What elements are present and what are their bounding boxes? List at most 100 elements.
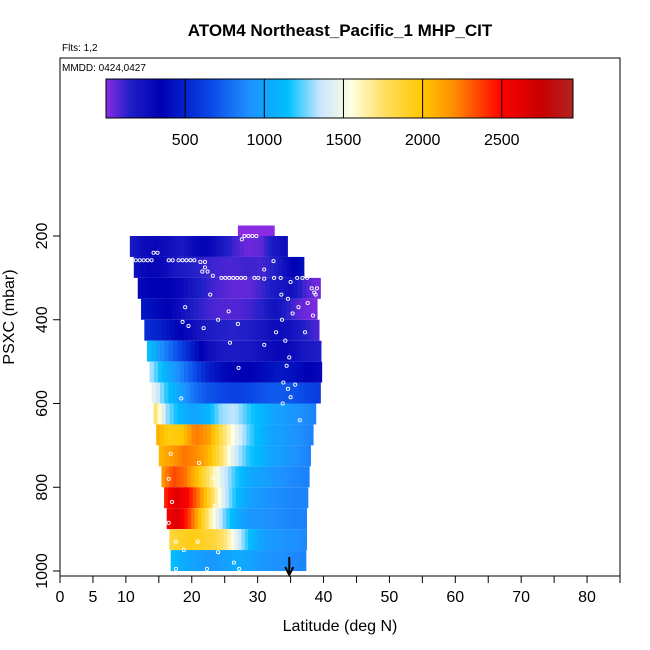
heatmap-cell	[209, 361, 215, 383]
heatmap-cell	[193, 256, 199, 278]
heatmap-cell	[167, 487, 172, 509]
heatmap-cell	[219, 382, 224, 404]
heatmap-cell	[243, 508, 248, 530]
heatmap-cell	[177, 236, 182, 257]
sample-point	[149, 258, 154, 263]
sample-point	[166, 258, 171, 263]
heatmap-cell	[197, 277, 203, 299]
heatmap-cell	[223, 382, 229, 404]
heatmap-cell	[238, 424, 244, 446]
heatmap-cell	[164, 340, 170, 362]
heatmap-cell	[283, 277, 289, 299]
heatmap-cell	[272, 466, 277, 488]
heatmap-cell	[220, 466, 225, 488]
heatmap-cell	[307, 403, 313, 425]
heatmap-cell	[240, 382, 245, 404]
plot-frame	[59, 57, 621, 577]
heatmap-cell	[259, 298, 265, 320]
heatmap-cell	[215, 277, 221, 299]
heatmap-cell	[173, 403, 179, 425]
heatmap-cell	[310, 319, 316, 341]
heatmap-cell	[239, 361, 245, 383]
heatmap-cell	[203, 424, 208, 446]
heatmap-cell	[279, 236, 284, 257]
heatmap-cell	[256, 277, 262, 299]
heatmap-cell	[240, 256, 245, 278]
heatmap-cell	[233, 298, 239, 320]
heatmap-cell	[163, 298, 169, 320]
sample-point	[285, 296, 291, 301]
heatmap-cell	[275, 319, 281, 341]
heatmap-cell	[253, 487, 259, 509]
heatmap-cell	[211, 550, 216, 571]
heatmap-cell	[234, 529, 239, 551]
heatmap-cell	[259, 236, 265, 257]
heatmap-cell	[246, 403, 252, 425]
heatmap-cell	[253, 445, 258, 467]
heatmap-cell	[190, 403, 195, 425]
sample-point	[141, 258, 146, 263]
sample-point	[180, 319, 185, 324]
heatmap-cell	[290, 298, 296, 320]
heatmap-cell	[243, 236, 249, 257]
heatmap-cell	[231, 529, 236, 551]
heatmap-cell	[155, 340, 161, 362]
heatmap-cell	[183, 529, 188, 551]
heatmap-cell	[205, 319, 211, 341]
heatmap-cell	[154, 298, 160, 320]
heatmap-cell	[146, 256, 152, 278]
heatmap-cell	[221, 487, 226, 509]
heatmap-cell	[278, 487, 284, 509]
heatmap-cell	[277, 298, 283, 320]
heatmap-cell	[166, 319, 172, 341]
heatmap-cell	[170, 550, 175, 571]
heatmap-cell	[194, 340, 200, 362]
heatmap-cell	[275, 466, 281, 488]
heatmap-cell	[240, 508, 245, 530]
sample-point	[262, 342, 267, 347]
heatmap-cell	[141, 236, 147, 257]
heatmap-cell	[187, 277, 194, 299]
heatmap-cell	[286, 466, 292, 488]
sample-point	[216, 317, 221, 322]
sample-point	[284, 363, 289, 368]
heatmap-cell	[270, 319, 276, 341]
heatmap-cell	[172, 256, 177, 278]
heatmap-cell	[285, 529, 290, 551]
heatmap-cell	[203, 529, 208, 551]
heatmap-cell	[179, 361, 185, 383]
heatmap-cell	[264, 445, 270, 467]
heatmap-cell	[297, 319, 303, 341]
heatmap-cell	[192, 319, 198, 341]
heatmap-cell	[291, 256, 296, 278]
heatmap-cell	[256, 382, 262, 404]
heatmap-cell	[268, 550, 273, 571]
heatmap-cell	[178, 487, 183, 509]
heatmap-cell	[250, 424, 255, 446]
heatmap-cell	[175, 361, 181, 383]
heatmap-cell	[230, 424, 236, 446]
y-tick-label: 200	[34, 223, 51, 250]
heatmap-cell	[283, 403, 288, 425]
heatmap-cell	[306, 277, 312, 299]
heatmap-cell	[206, 382, 212, 404]
heatmap-cell	[314, 319, 320, 341]
heatmap-cell	[212, 340, 218, 362]
heatmap-cell	[278, 361, 284, 383]
heatmap-cell	[163, 256, 169, 278]
sample-point	[201, 326, 206, 331]
heatmap-cell	[138, 256, 143, 278]
heatmap-cell	[268, 445, 274, 467]
heatmap-cell	[290, 340, 296, 362]
heatmap-cell	[292, 529, 297, 551]
sample-point	[288, 395, 293, 400]
heatmap-cell	[248, 256, 254, 278]
heatmap-cell	[174, 277, 180, 299]
heatmap-cell	[198, 403, 203, 425]
sample-point	[231, 560, 236, 565]
heatmap-cell	[261, 256, 267, 278]
heatmap-cell	[198, 508, 203, 530]
heatmap-cell	[170, 445, 175, 467]
heatmap-cell	[202, 382, 207, 404]
heatmap-cell	[201, 256, 207, 278]
